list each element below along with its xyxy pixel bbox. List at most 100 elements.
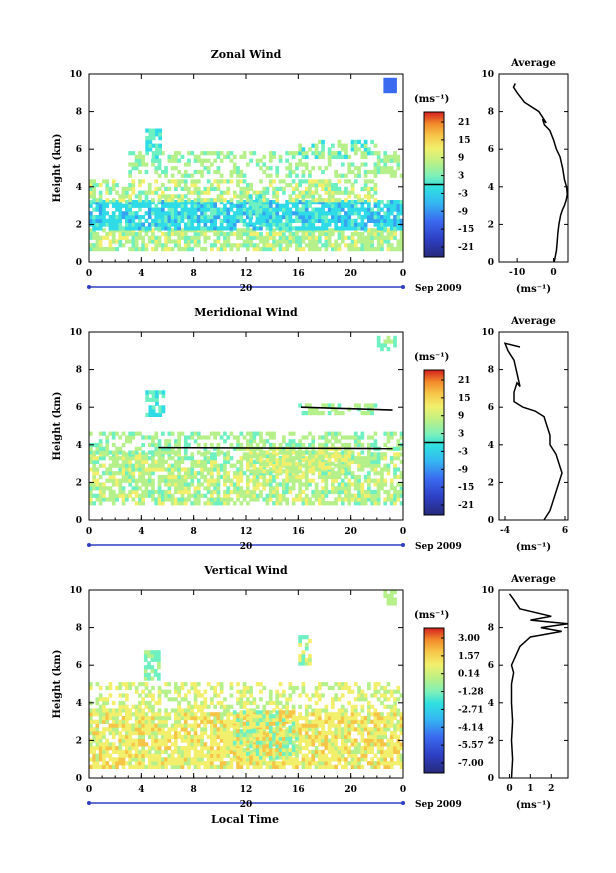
heatmap-cell: [147, 708, 152, 713]
heatmap-cell: [128, 169, 132, 175]
heatmap-cell: [295, 218, 299, 223]
heatmap-cell: [347, 211, 352, 216]
heatmap-cell: [206, 169, 211, 175]
heatmap-cell: [187, 211, 191, 216]
heatmap-cell: [229, 749, 234, 754]
heatmap-cell: [141, 697, 145, 702]
heatmap-cell: [157, 700, 162, 706]
heatmap-cell: [314, 685, 319, 691]
heatmap-cell: [98, 712, 103, 717]
heatmap-cell: [334, 239, 338, 244]
heatmap-cell: [147, 753, 152, 758]
heatmap-cell: [210, 719, 214, 724]
heatmap-cell: [350, 435, 355, 440]
colorbar-tick-label: 3: [458, 430, 464, 440]
heatmap-cell: [288, 243, 293, 248]
heatmap-cell: [327, 719, 332, 724]
heatmap-cell: [301, 247, 306, 252]
heatmap-cell: [128, 463, 132, 468]
heatmap-cell: [236, 459, 240, 464]
heatmap-cell: [255, 458, 260, 463]
heatmap-cell: [239, 442, 244, 448]
heatmap-cell: [386, 77, 391, 82]
heatmap-cell: [89, 731, 93, 736]
heatmap-cell: [157, 162, 162, 167]
heatmap-cell: [102, 719, 106, 724]
heatmap-cell: [164, 716, 168, 721]
heatmap-cell: [89, 742, 93, 747]
heatmap-cell: [95, 700, 100, 706]
heatmap-cell: [177, 731, 181, 736]
heatmap-cell: [170, 207, 175, 212]
heatmap-cell: [249, 198, 253, 203]
heatmap-cell: [239, 757, 244, 762]
heatmap-cell: [167, 757, 172, 762]
heatmap-cell: [147, 442, 152, 448]
heatmap-cell: [318, 463, 322, 468]
heatmap-cell: [242, 173, 247, 178]
heatmap-cell: [275, 169, 280, 175]
heatmap-cell: [223, 459, 227, 464]
heatmap-cell: [246, 716, 250, 721]
heatmap-cell: [396, 757, 401, 762]
heatmap-cell: [158, 147, 162, 152]
heatmap-cell: [134, 742, 139, 747]
avg-y-tick-label: 4: [488, 441, 494, 451]
heatmap-cell: [288, 231, 293, 237]
heatmap-cell: [200, 198, 204, 203]
heatmap-cell: [190, 712, 195, 717]
heatmap-cell: [380, 746, 384, 751]
heatmap-cell: [219, 723, 224, 728]
heatmap-cell: [337, 757, 342, 762]
heatmap-cell: [301, 482, 306, 487]
heatmap-cell: [196, 203, 201, 208]
heatmap-cell: [334, 203, 338, 208]
heatmap-cell: [174, 154, 178, 159]
heatmap-cell: [167, 431, 172, 436]
heatmap-cell: [327, 179, 332, 184]
heatmap-cell: [268, 489, 273, 495]
heatmap-cell: [340, 215, 345, 220]
heatmap-cell: [154, 203, 159, 208]
heatmap-cell: [389, 734, 394, 739]
heatmap-cell: [187, 207, 191, 212]
heatmap-cell: [193, 489, 198, 495]
heatmap-cell: [383, 151, 388, 156]
heatmap-cell: [340, 712, 345, 717]
heatmap-cell: [131, 190, 136, 195]
heatmap-cell: [196, 243, 201, 248]
heatmap-cell: [125, 226, 129, 231]
heatmap-cell: [301, 203, 306, 208]
heatmap-cell: [89, 446, 93, 451]
heatmap-cell: [399, 486, 404, 491]
heatmap-cell: [239, 704, 244, 709]
heatmap-cell: [350, 169, 355, 175]
heatmap-cell: [399, 501, 404, 506]
heatmap-cell: [386, 467, 391, 472]
heatmap-cell: [262, 454, 267, 459]
heatmap-cell: [236, 228, 240, 233]
heatmap-cell: [118, 719, 123, 724]
heatmap-cell: [393, 471, 397, 476]
heatmap-cell: [118, 731, 123, 736]
heatmap-cell: [311, 757, 316, 762]
heatmap-cell: [236, 478, 240, 483]
heatmap-cell: [242, 456, 247, 461]
heatmap-cell: [92, 761, 96, 766]
heatmap-cell: [213, 158, 217, 163]
heatmap-cell: [344, 497, 348, 502]
colorbar-tick-label: -9: [458, 207, 468, 217]
heatmap-cell: [321, 478, 325, 483]
heatmap-cell: [157, 211, 162, 216]
heatmap-cell: [115, 200, 119, 205]
heatmap-cell: [164, 450, 168, 455]
heatmap-cell: [111, 497, 116, 502]
heatmap-cell: [311, 226, 316, 231]
heatmap-cell: [196, 231, 201, 237]
heatmap-cell: [102, 727, 106, 732]
heatmap-cell: [376, 471, 381, 476]
heatmap-cell: [164, 742, 168, 747]
heatmap-cell: [334, 731, 338, 736]
heatmap-cell: [187, 482, 191, 487]
heatmap-cell: [229, 734, 234, 739]
